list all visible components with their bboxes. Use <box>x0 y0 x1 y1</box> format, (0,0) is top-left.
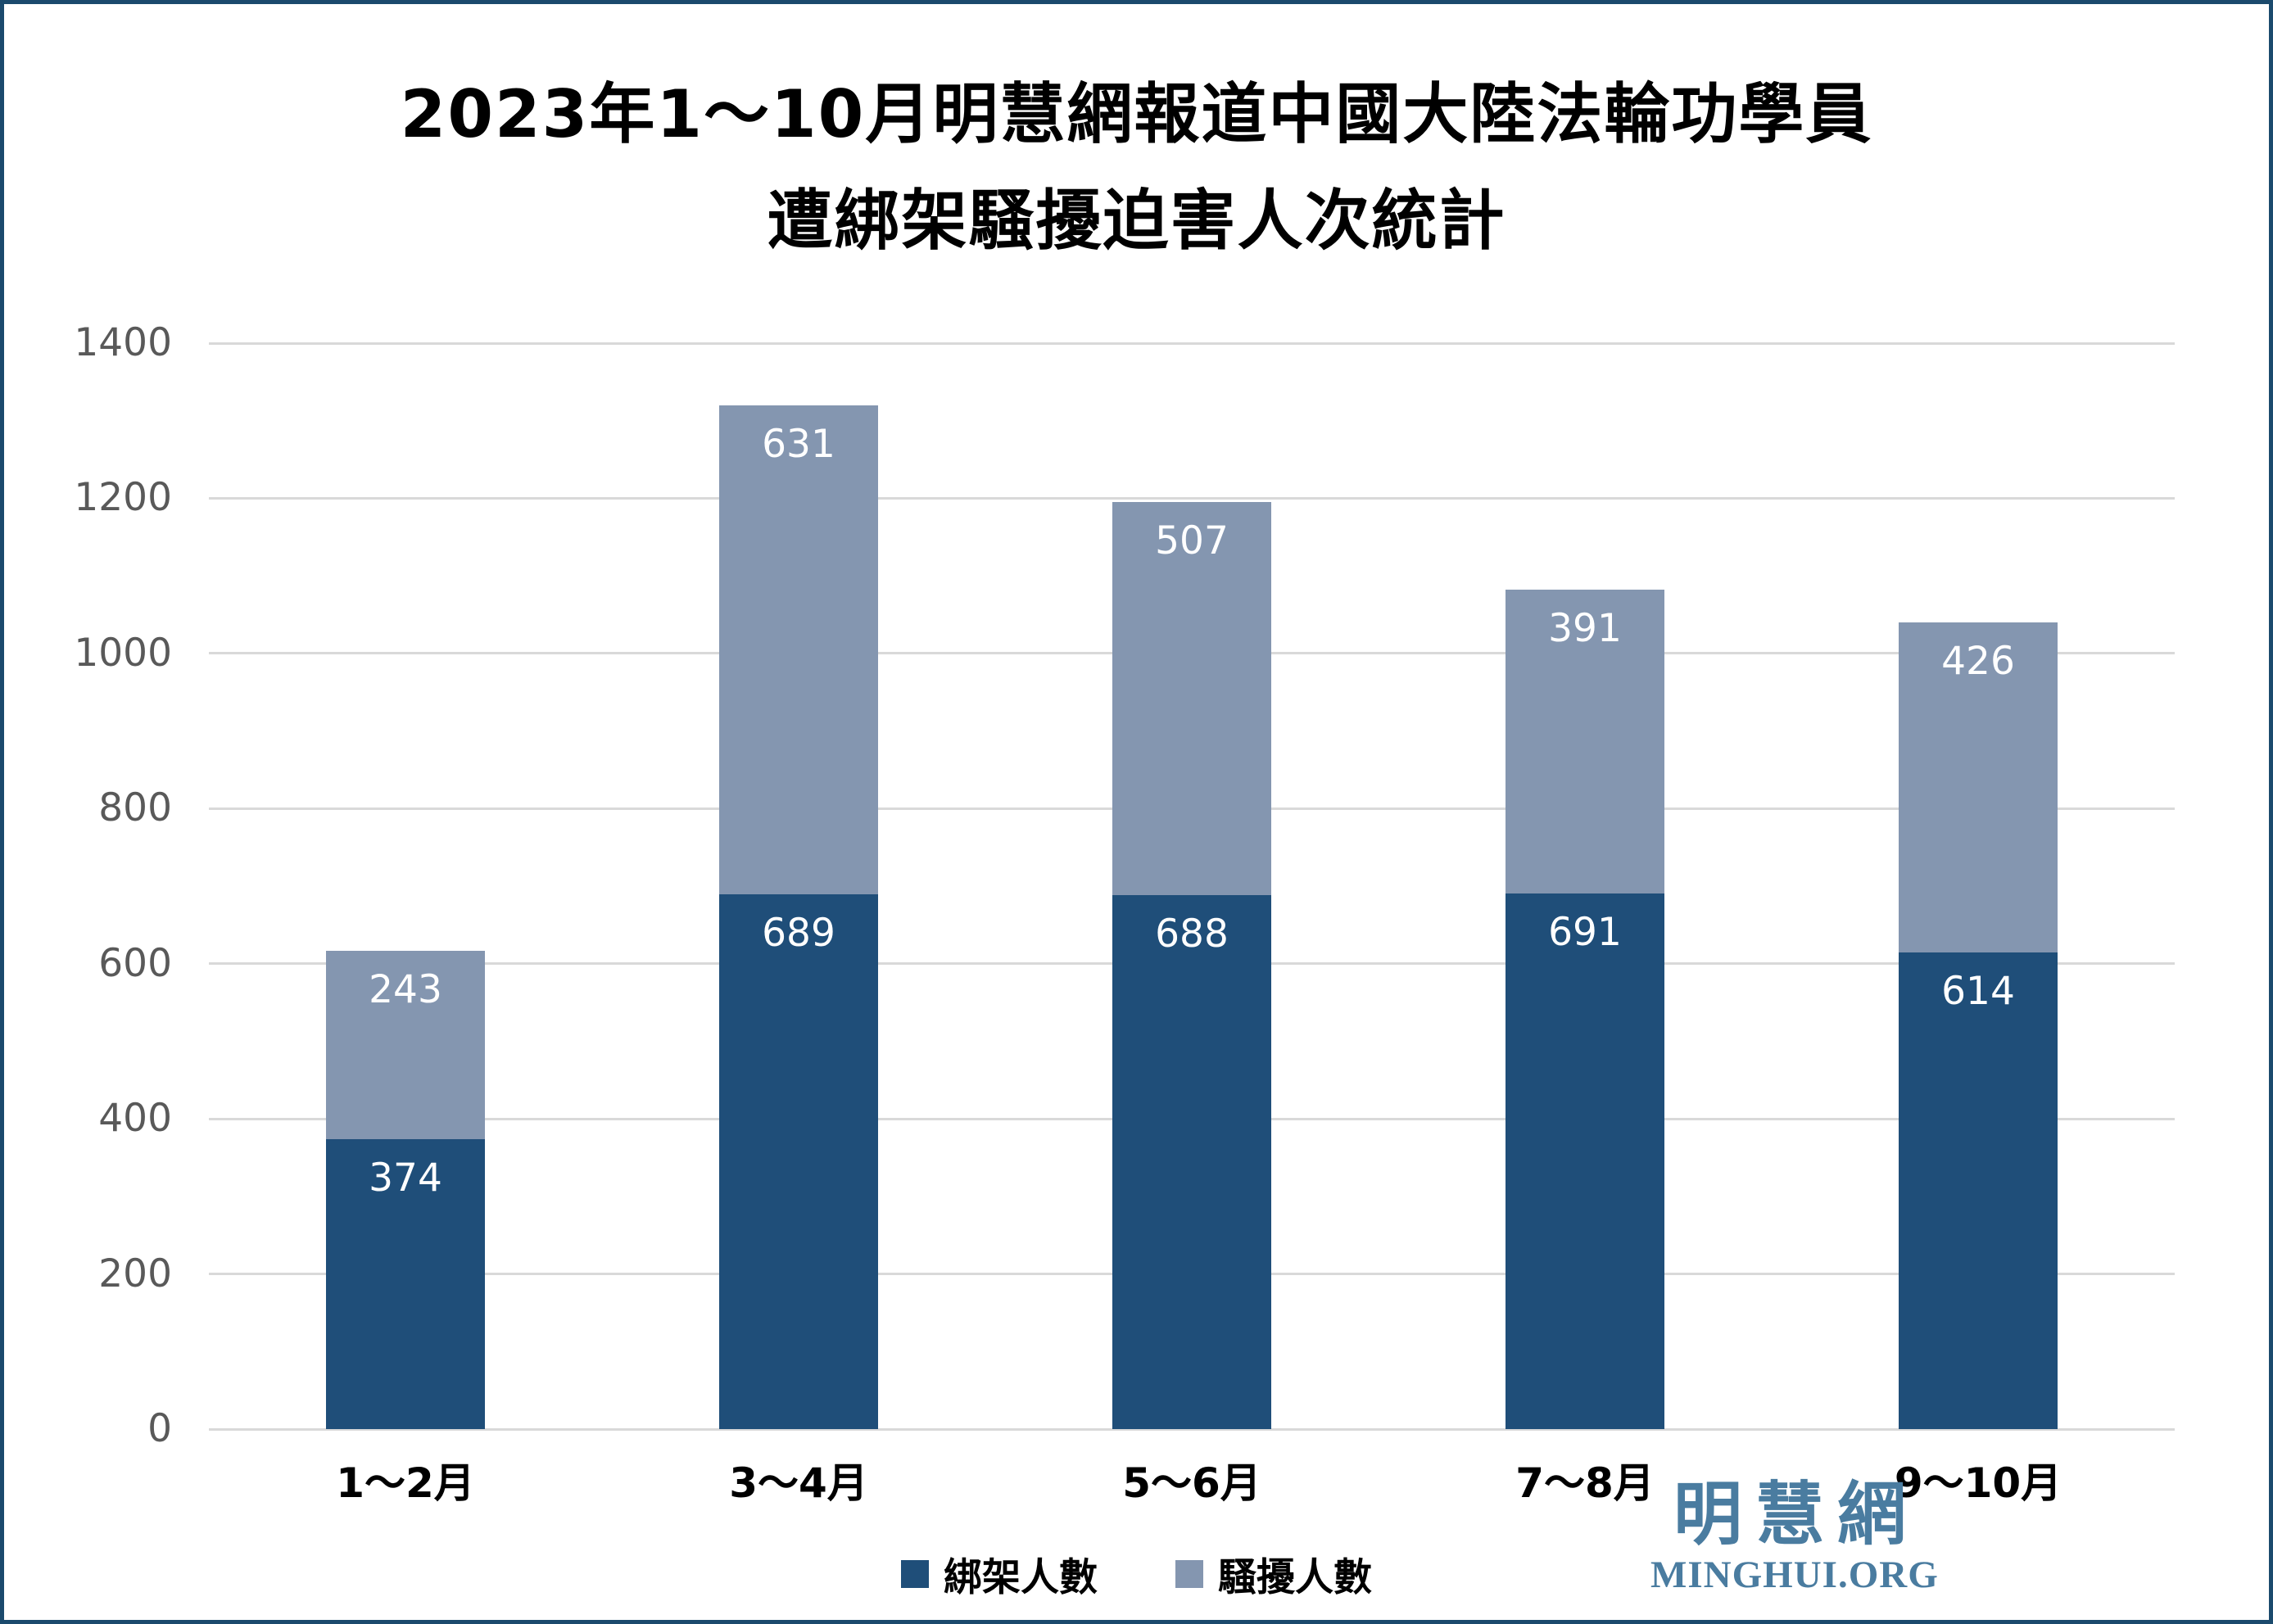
bar-slot-4: 614 426 <box>1782 343 2175 1429</box>
bar-slot-3: 691 391 <box>1388 343 1782 1429</box>
minghui-logo-chinese: 明慧網 <box>1673 1474 1919 1554</box>
value-label-harassed-3: 391 <box>1548 606 1622 652</box>
value-label-kidnapped-3: 691 <box>1548 909 1622 955</box>
legend-swatch-icon <box>901 1559 929 1588</box>
stacked-bar-3: 691 391 <box>1506 343 1664 1429</box>
stacked-bar-4: 614 426 <box>1899 343 2058 1429</box>
stacked-bar-0: 374 243 <box>326 343 485 1429</box>
value-label-kidnapped-0: 374 <box>369 1155 442 1201</box>
ytick-label-1000: 1000 <box>74 630 172 676</box>
minghui-logo: 明慧網 MINGHUI.ORG <box>1650 1474 1939 1596</box>
bar-slot-2: 688 507 <box>995 343 1388 1429</box>
ytick-label-1200: 1200 <box>74 475 172 521</box>
ytick-label-400: 400 <box>98 1096 172 1142</box>
value-label-kidnapped-4: 614 <box>1941 969 2015 1015</box>
value-label-harassed-1: 631 <box>762 421 835 467</box>
bar-segment-kidnapped-0: 374 <box>326 1138 485 1429</box>
legend-swatch-icon <box>1175 1559 1203 1588</box>
stacked-bar-2: 688 507 <box>1112 343 1271 1429</box>
ytick-label-0: 0 <box>147 1406 172 1451</box>
chart-title: 2023年1～10月明慧網報道中國大陸法輪功學員 遭綁架騷擾迫害人次統計 <box>4 61 2269 274</box>
bar-segment-harassed-4: 426 <box>1899 622 2058 953</box>
bar-segment-harassed-2: 507 <box>1112 502 1271 896</box>
value-label-kidnapped-1: 689 <box>762 911 835 957</box>
stacked-bar-1: 689 631 <box>719 343 878 1429</box>
ytick-label-200: 200 <box>98 1251 172 1296</box>
ytick-label-800: 800 <box>98 785 172 831</box>
gridline-1400 <box>209 342 2175 345</box>
legend-label: 綁架人數 <box>944 1555 1098 1600</box>
legend: 綁架人數 騷擾人數 <box>4 1545 2269 1602</box>
bar-segment-kidnapped-4: 614 <box>1899 952 2058 1429</box>
bar-segment-harassed-3: 391 <box>1506 590 1664 893</box>
category-label-3: 7～8月 <box>1515 1459 1655 1507</box>
category-label-1: 3～4月 <box>729 1459 868 1507</box>
bar-segment-harassed-1: 631 <box>719 405 878 895</box>
category-label-2: 5～6月 <box>1122 1459 1261 1507</box>
gridline-0 <box>209 1427 2175 1431</box>
bar-segment-harassed-0: 243 <box>326 950 485 1139</box>
category-label-4: 9～10月 <box>1894 1459 2062 1507</box>
value-label-harassed-4: 426 <box>1941 639 2015 684</box>
legend-item-0: 綁架人數 <box>901 1545 1098 1602</box>
ytick-label-1400: 1400 <box>74 320 172 365</box>
bar-slot-1: 689 631 <box>602 343 995 1429</box>
value-label-kidnapped-2: 688 <box>1155 912 1229 957</box>
value-label-harassed-0: 243 <box>369 966 442 1012</box>
plot-area: 0 200 400 600 800 1000 1200 1400 374 243 1～2月 689 63… <box>74 320 2175 1507</box>
ytick-label-600: 600 <box>98 940 172 986</box>
category-label-0: 1～2月 <box>336 1459 475 1507</box>
bar-segment-kidnapped-1: 689 <box>719 894 878 1429</box>
bar-segment-kidnapped-3: 691 <box>1506 893 1664 1429</box>
bar-segment-kidnapped-2: 688 <box>1112 895 1271 1429</box>
chart-title-line1: 2023年1～10月明慧網報道中國大陸法輪功學員 <box>400 76 1873 152</box>
chart-title-line2: 遭綁架騷擾迫害人次統計 <box>767 183 1506 259</box>
minghui-logo-english: MINGHUI.ORG <box>1650 1554 1939 1596</box>
bar-slot-0: 374 243 <box>209 343 602 1429</box>
gridline-1200 <box>209 496 2175 500</box>
value-label-harassed-2: 507 <box>1155 518 1229 564</box>
legend-label: 騷擾人數 <box>1218 1555 1372 1600</box>
legend-item-1: 騷擾人數 <box>1175 1545 1372 1602</box>
